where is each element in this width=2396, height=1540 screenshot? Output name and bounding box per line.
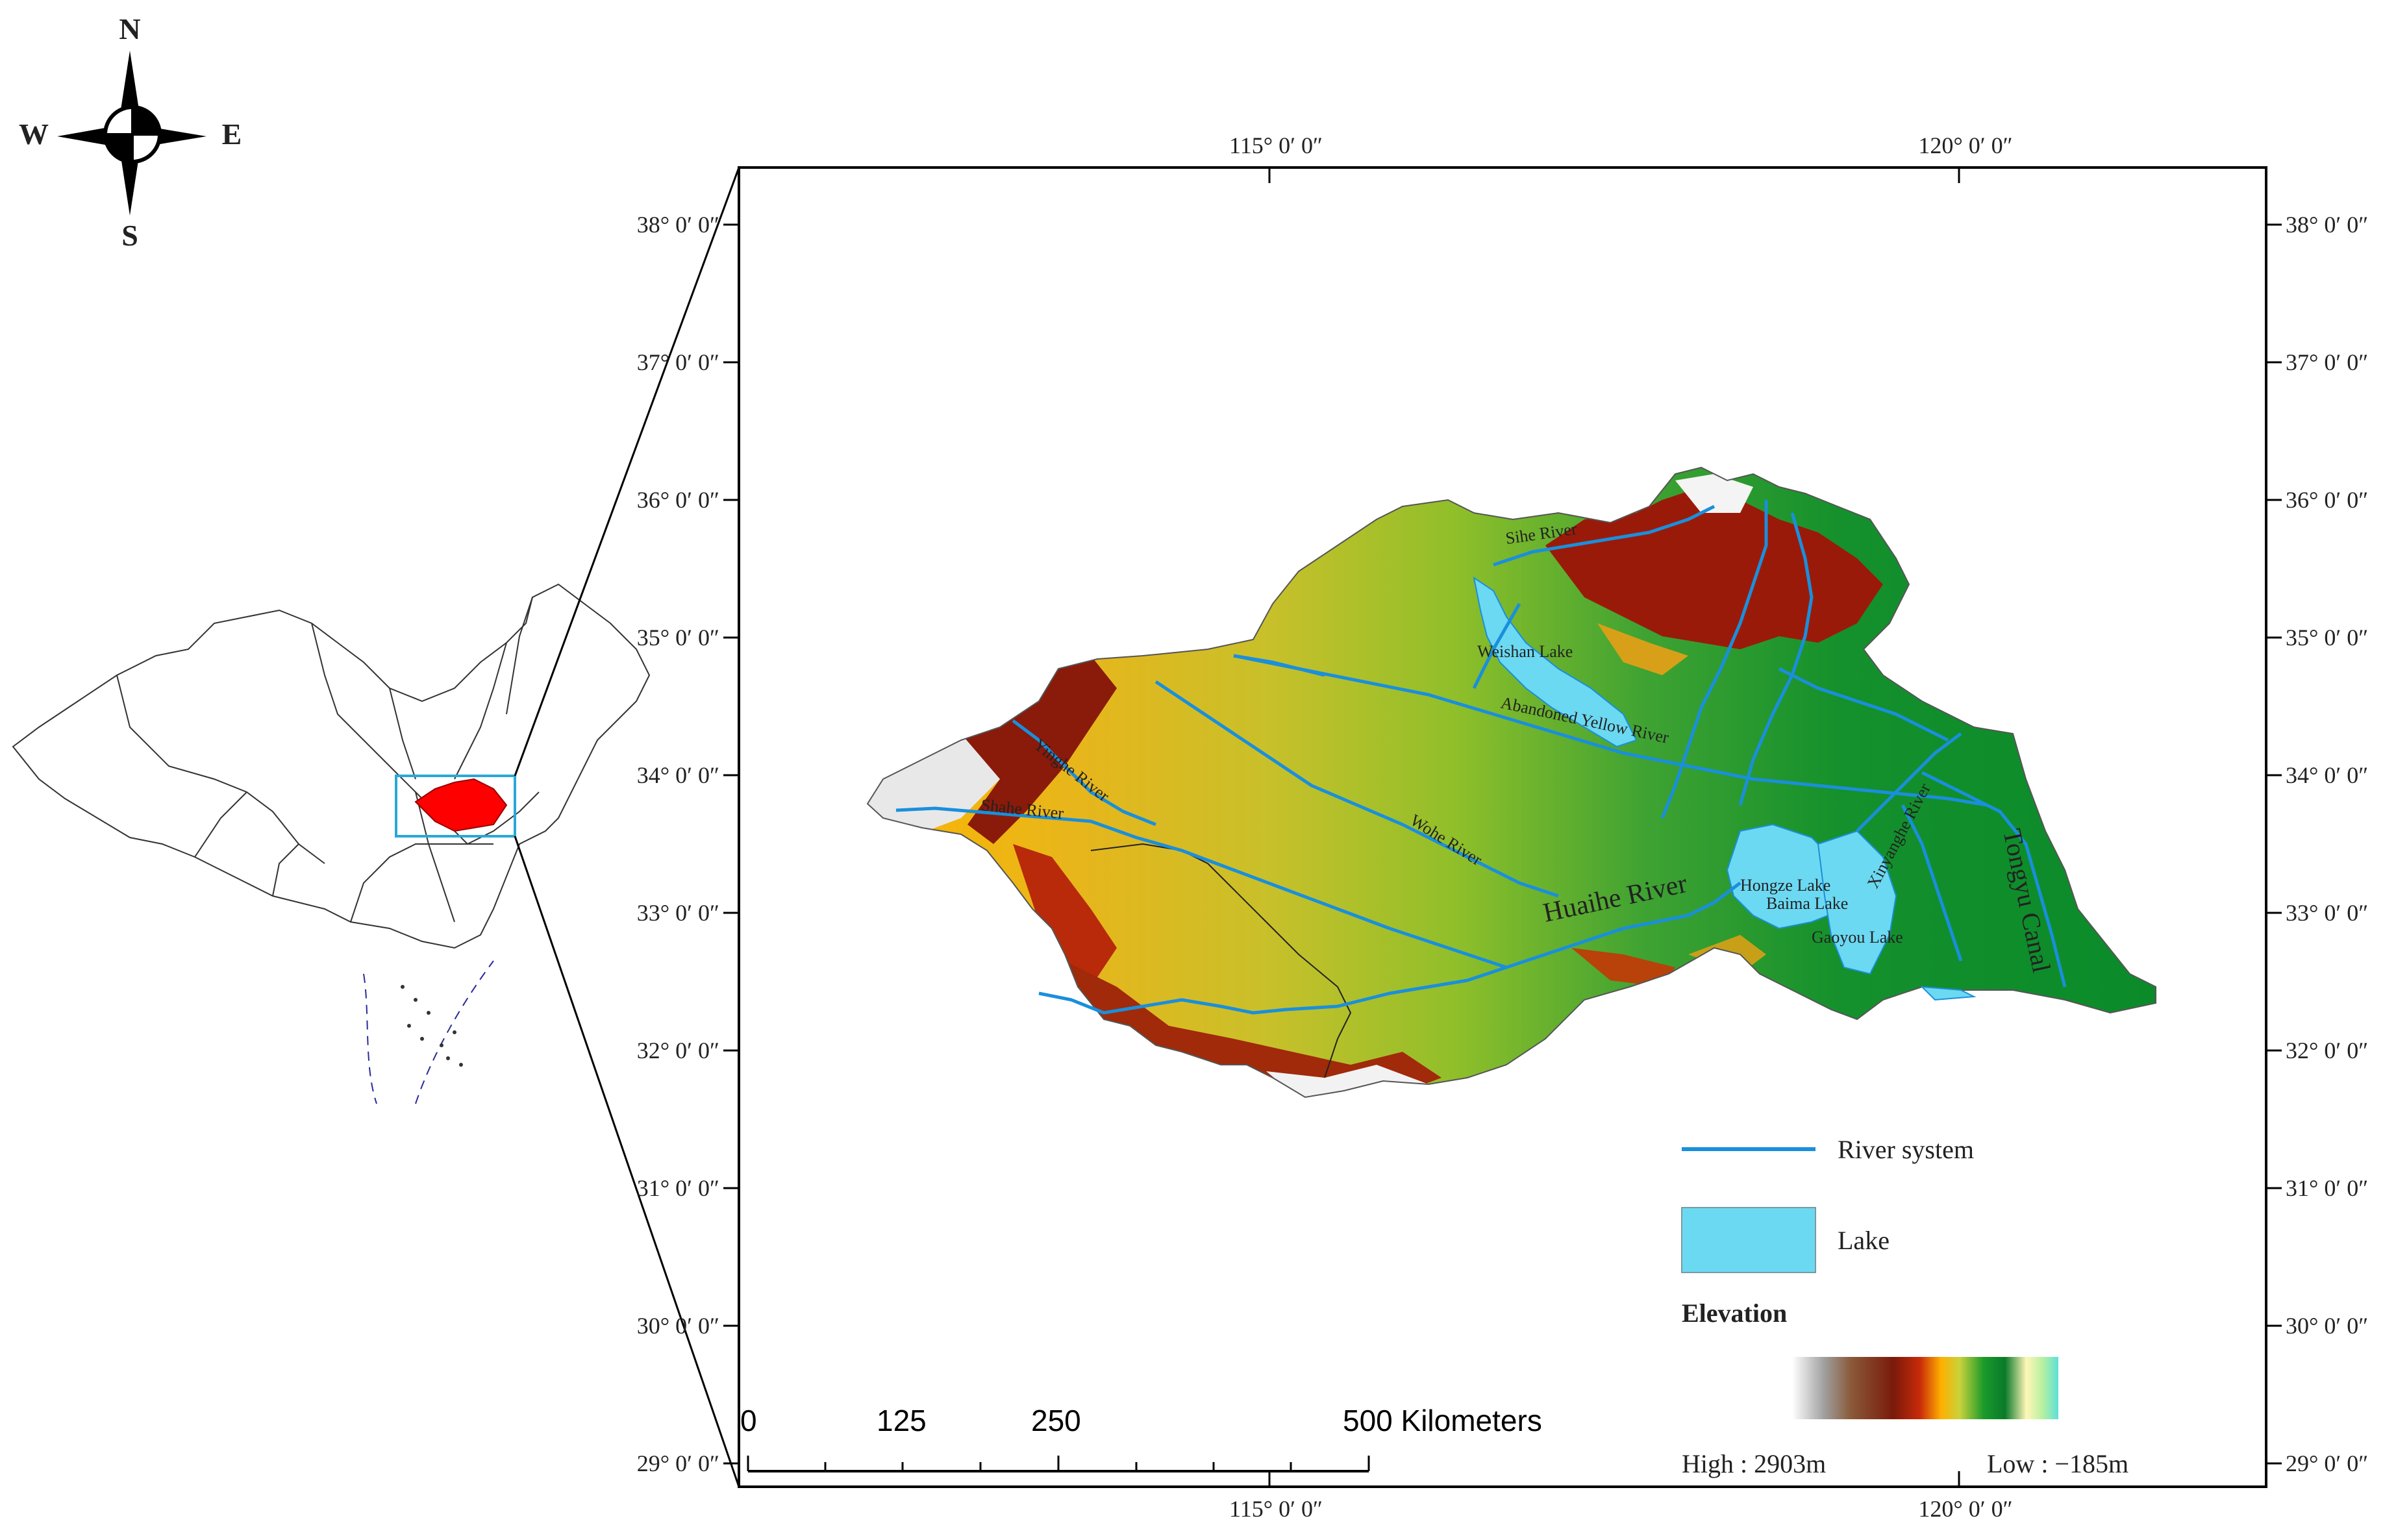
- legend-low-label: Low : −185m: [1987, 1449, 2128, 1478]
- shahe-river: [895, 806, 1507, 969]
- lat-label-left-30: 30° 0′ 0″: [637, 1313, 719, 1339]
- elevation-color-ramp: [1792, 1357, 2058, 1419]
- lat-label-right-33: 33° 0′ 0″: [2286, 900, 2368, 926]
- compass-east-label: E: [222, 118, 242, 151]
- lat-label-left-31: 31° 0′ 0″: [637, 1175, 719, 1201]
- lat-label-left-38: 38° 0′ 0″: [637, 212, 719, 238]
- scale-tick-125: 125: [877, 1404, 927, 1437]
- lat-label-left-29: 29° 0′ 0″: [637, 1450, 719, 1476]
- scale-bar: 0 125 250 500 Kilometers: [740, 1404, 1542, 1472]
- lat-label-right-31: 31° 0′ 0″: [2286, 1175, 2368, 1201]
- scale-tick-0: 0: [740, 1404, 757, 1437]
- tongyu-canal: [1901, 804, 1963, 962]
- legend: River system Lake Elevation High : 2903m…: [1681, 1135, 2128, 1478]
- inset-locator-box: [395, 775, 516, 838]
- china-overview-map: [12, 167, 740, 1487]
- wohe-river: [1154, 680, 1559, 898]
- baima-lake-label: Baima Lake: [1766, 894, 1848, 913]
- sihe-river: [1493, 504, 1716, 567]
- weishan-lake-label: Weishan Lake: [1477, 642, 1573, 661]
- lat-label-right-36: 36° 0′ 0″: [2286, 487, 2368, 513]
- river-system: [895, 500, 2067, 1015]
- abandoned-yellow-river: [1233, 654, 1988, 807]
- huaihe-river: [1038, 882, 1741, 1015]
- legend-high-label: High : 2903m: [1682, 1449, 1826, 1478]
- hongze-lake-label: Hongze Lake: [1740, 876, 1830, 895]
- lat-label-right-30: 30° 0′ 0″: [2286, 1313, 2368, 1339]
- latitude-labels: 38° 0′ 0″ 37° 0′ 0″ 36° 0′ 0″ 35° 0′ 0″ …: [637, 212, 2369, 1476]
- gaoyou-lake-label: Gaoyou Lake: [1812, 928, 1903, 947]
- south-sea-islands: [401, 985, 463, 1067]
- scale-tick-250: 250: [1031, 1404, 1081, 1437]
- compass-rose: N S W E: [19, 12, 242, 252]
- lon-label-top-120: 120° 0′ 0″: [1918, 132, 2012, 158]
- gaoyou-lake: [1817, 830, 1897, 975]
- compass-star-icon: [57, 51, 206, 216]
- lat-label-left-34: 34° 0′ 0″: [637, 762, 719, 788]
- lat-label-right-35: 35° 0′ 0″: [2286, 625, 2368, 651]
- china-outline: [12, 583, 651, 949]
- lat-label-left-35: 35° 0′ 0″: [637, 625, 719, 651]
- lat-label-right-38: 38° 0′ 0″: [2286, 212, 2368, 238]
- lat-label-left-32: 32° 0′ 0″: [637, 1037, 719, 1063]
- huaihe-basin-highlight: [414, 778, 508, 832]
- lon-label-top-115: 115° 0′ 0″: [1229, 132, 1323, 158]
- compass-south-label: S: [121, 219, 138, 252]
- lat-label-left-37: 37° 0′ 0″: [637, 349, 719, 375]
- compass-north-label: N: [119, 12, 140, 45]
- compass-west-label: W: [19, 118, 49, 151]
- legend-lake-label: Lake: [1838, 1226, 1890, 1255]
- lat-label-left-36: 36° 0′ 0″: [637, 487, 719, 513]
- lon-label-bottom-120: 120° 0′ 0″: [1918, 1496, 2012, 1522]
- lakes: [1473, 576, 1977, 1001]
- lat-label-right-34: 34° 0′ 0″: [2286, 762, 2368, 788]
- lat-label-right-37: 37° 0′ 0″: [2286, 349, 2368, 375]
- lon-label-bottom-115: 115° 0′ 0″: [1229, 1496, 1323, 1522]
- yinghe-river: [1012, 719, 1156, 826]
- lat-label-right-32: 32° 0′ 0″: [2286, 1037, 2368, 1063]
- legend-river-label: River system: [1838, 1135, 1974, 1164]
- scale-tick-500: 500 Kilometers: [1343, 1404, 1542, 1437]
- lat-label-right-29: 29° 0′ 0″: [2286, 1450, 2368, 1476]
- legend-elevation-title: Elevation: [1682, 1298, 1787, 1328]
- lat-label-left-33: 33° 0′ 0″: [637, 900, 719, 926]
- legend-lake-swatch: [1681, 1207, 1816, 1273]
